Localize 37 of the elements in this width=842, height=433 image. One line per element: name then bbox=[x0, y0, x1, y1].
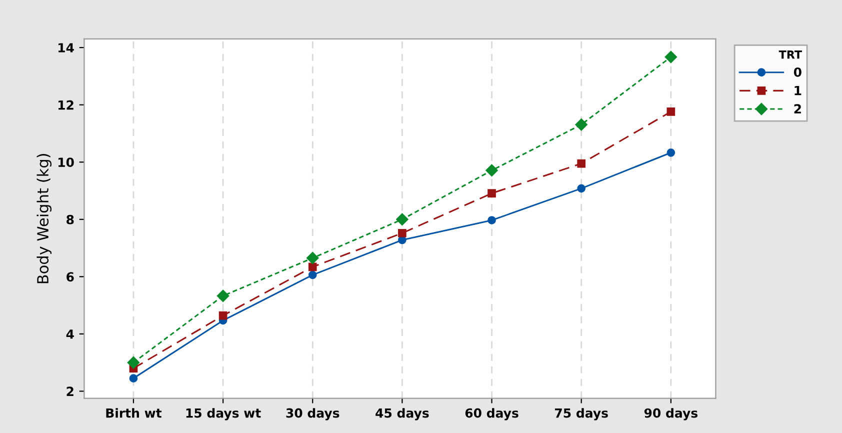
point bbox=[664, 50, 678, 64]
y-axis-title: Body Weight (kg) bbox=[36, 154, 52, 284]
point bbox=[486, 164, 498, 177]
point bbox=[666, 108, 676, 116]
point bbox=[398, 228, 406, 238]
legend-title: TRT bbox=[778, 50, 802, 59]
point bbox=[308, 270, 317, 280]
x-tick-label: 15 days wt bbox=[186, 408, 261, 420]
point bbox=[488, 189, 496, 198]
point bbox=[129, 374, 138, 382]
legend-label: 2 bbox=[794, 104, 801, 114]
point bbox=[577, 159, 586, 168]
y-tick-label: 8 bbox=[66, 214, 74, 224]
point bbox=[666, 148, 676, 157]
x-tick-label: 45 days bbox=[376, 408, 429, 420]
legend-label: 0 bbox=[794, 67, 802, 77]
point bbox=[218, 311, 228, 320]
point bbox=[127, 356, 140, 369]
y-tick-label: 6 bbox=[66, 272, 74, 282]
y-tick-label: 4 bbox=[66, 330, 74, 339]
point bbox=[308, 262, 317, 272]
x-tick-label: 60 days bbox=[465, 408, 518, 420]
x-tick-label: 90 days bbox=[644, 408, 698, 420]
point bbox=[488, 216, 496, 224]
y-tick-label: 12 bbox=[58, 100, 74, 110]
point bbox=[216, 290, 230, 302]
y-tick-label: 2 bbox=[66, 386, 74, 396]
x-tick-label: 30 days bbox=[286, 408, 340, 420]
point bbox=[306, 252, 319, 264]
point bbox=[577, 184, 586, 193]
point bbox=[575, 118, 588, 131]
legend-label: 1 bbox=[794, 86, 802, 96]
point bbox=[396, 213, 408, 226]
y-tick-label: 14 bbox=[58, 43, 74, 52]
x-tick-label: Birth wt bbox=[106, 408, 162, 418]
x-tick-label: 75 days bbox=[555, 408, 608, 420]
y-tick-label: 10 bbox=[58, 158, 74, 168]
